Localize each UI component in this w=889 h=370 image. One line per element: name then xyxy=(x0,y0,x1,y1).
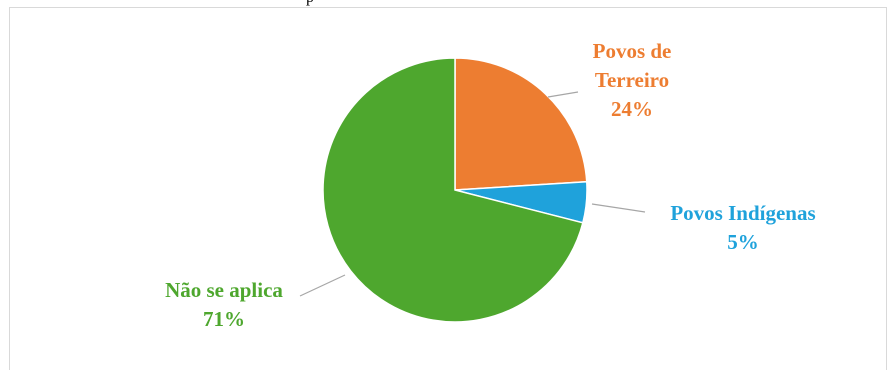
slice-label: Povos de Terreiro 24% xyxy=(593,39,672,121)
leader-line xyxy=(591,203,646,213)
leader-line xyxy=(299,274,346,297)
leader-line xyxy=(547,91,579,98)
slice-category-label: Não se aplica xyxy=(165,278,283,302)
slice-percent-label: 24% xyxy=(611,97,653,121)
pie-slice-povos-de-terreiro xyxy=(454,57,588,191)
slice-category-label: Povos Indígenas xyxy=(670,201,815,225)
slice-category-label: Terreiro xyxy=(595,68,669,92)
chart-frame xyxy=(9,7,887,370)
slice-percent-label: 5% xyxy=(727,230,759,254)
slice-label: Não se aplica 71% xyxy=(165,278,283,331)
pie-slices xyxy=(322,57,588,323)
pie-slice-n-o-se-aplica xyxy=(322,57,584,323)
slice-label: Povos Indígenas 5% xyxy=(670,201,815,254)
leader-lines xyxy=(299,91,646,297)
slice-category-label: Povos de xyxy=(593,39,672,63)
clipped-caption-text: p xyxy=(306,0,314,7)
slice-labels: Povos de Terreiro 24% Povos Indígenas 5% Não … xyxy=(165,39,816,331)
slice-percent-label: 71% xyxy=(203,307,245,331)
